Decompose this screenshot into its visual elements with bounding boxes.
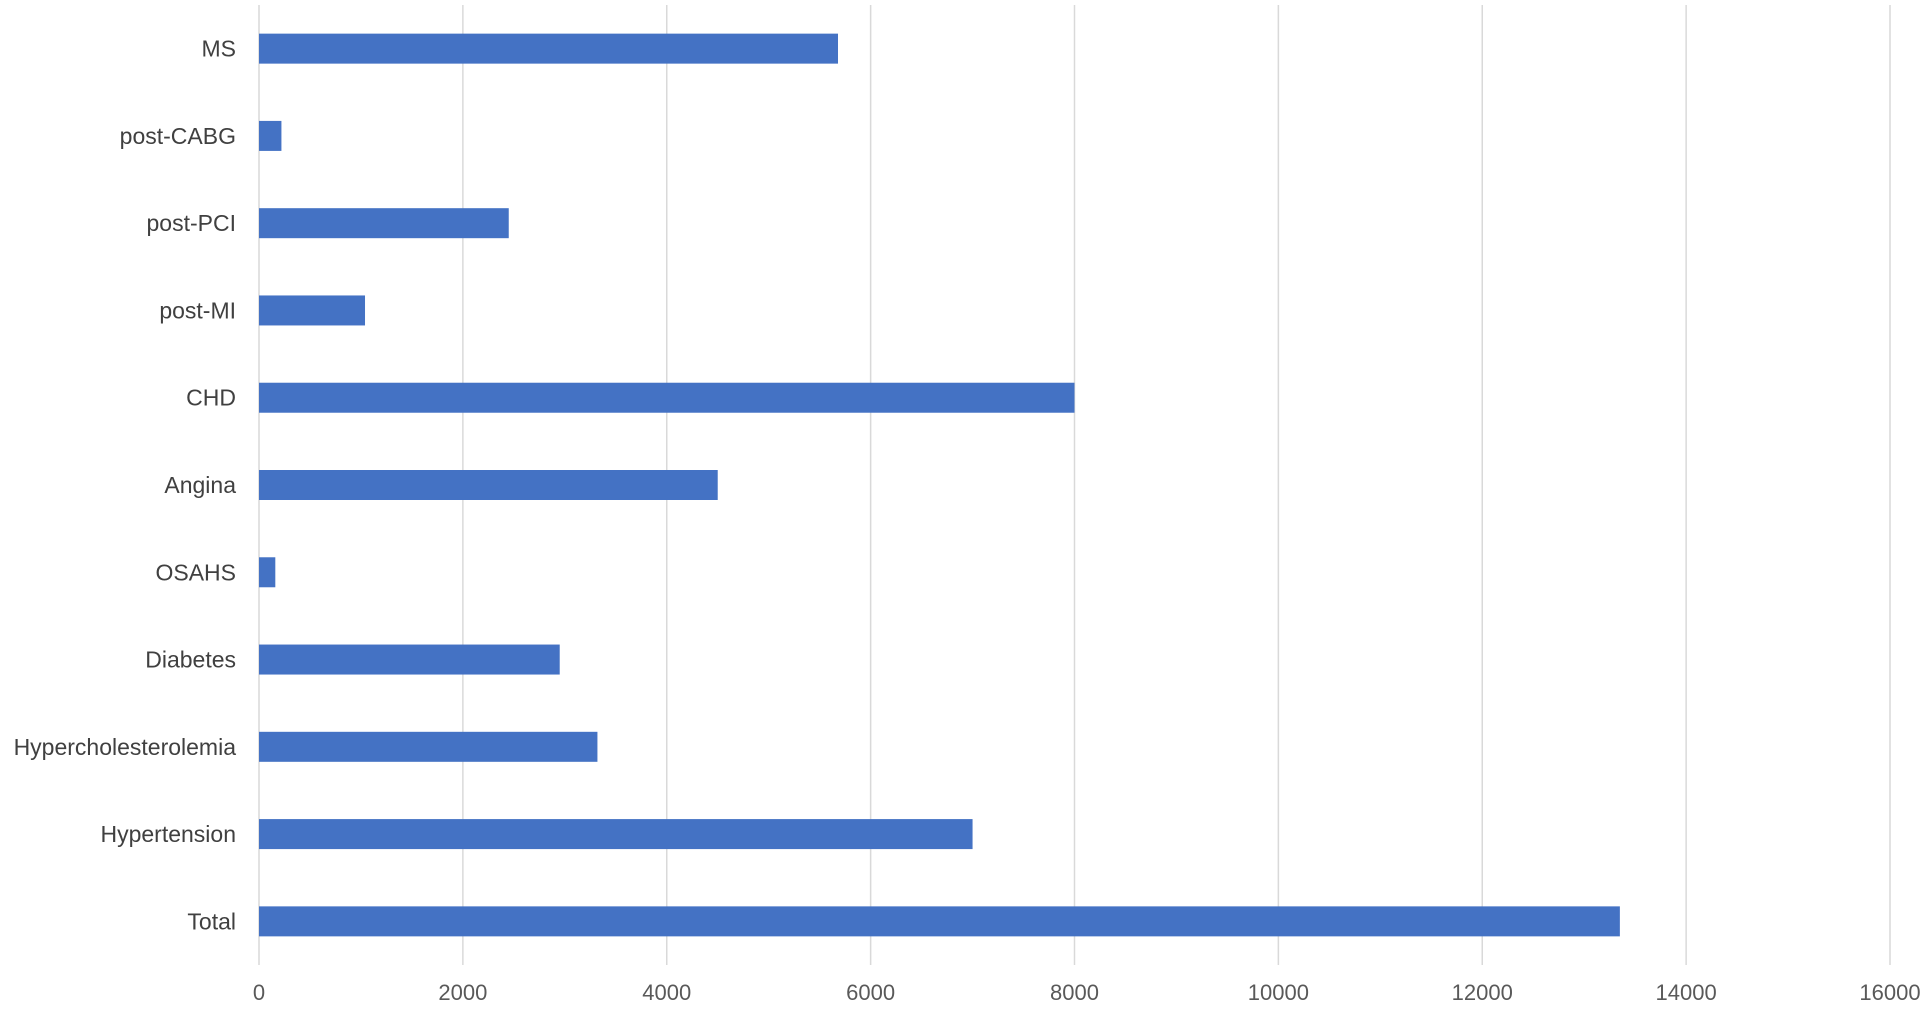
x-tick-label: 6000 (846, 980, 895, 1005)
category-label: post-MI (159, 297, 236, 323)
bar (259, 557, 276, 588)
bar (259, 731, 598, 762)
bar (259, 470, 718, 500)
category-label: MS (202, 36, 237, 62)
x-tick-label: 14000 (1656, 980, 1717, 1005)
x-tick-label: 2000 (438, 980, 487, 1005)
x-tick-label: 4000 (642, 980, 691, 1005)
category-label: CHD (186, 385, 236, 411)
bar (259, 382, 1075, 413)
category-label: post-PCI (147, 210, 236, 236)
bar (259, 906, 1620, 937)
bar (259, 644, 560, 675)
category-label: Angina (164, 472, 236, 498)
x-tick-label: 12000 (1452, 980, 1513, 1005)
bar (259, 120, 282, 151)
bar (259, 208, 509, 239)
category-label: OSAHS (155, 559, 236, 585)
x-tick-label: 10000 (1248, 980, 1309, 1005)
bars (259, 33, 1620, 937)
category-label: Diabetes (145, 647, 236, 673)
bar (259, 819, 973, 850)
x-tick-label: 8000 (1050, 980, 1099, 1005)
category-labels: MS post-CABG post-PCI post-MI CHD Angina OSAHS… (14, 36, 237, 935)
bar (259, 33, 839, 64)
x-tick-label: 0 (253, 980, 265, 1005)
x-tick-label: 16000 (1859, 980, 1920, 1005)
category-label: Total (187, 908, 236, 934)
category-label: Hypercholesterolemia (14, 734, 237, 760)
category-label: post-CABG (120, 123, 236, 149)
x-axis-tick-labels: 0 2000 4000 6000 8000 10000 12000 14000 16000 (253, 980, 1921, 1005)
bar (259, 295, 366, 326)
gridlines (258, 5, 1891, 965)
category-label: Hypertension (100, 821, 236, 847)
